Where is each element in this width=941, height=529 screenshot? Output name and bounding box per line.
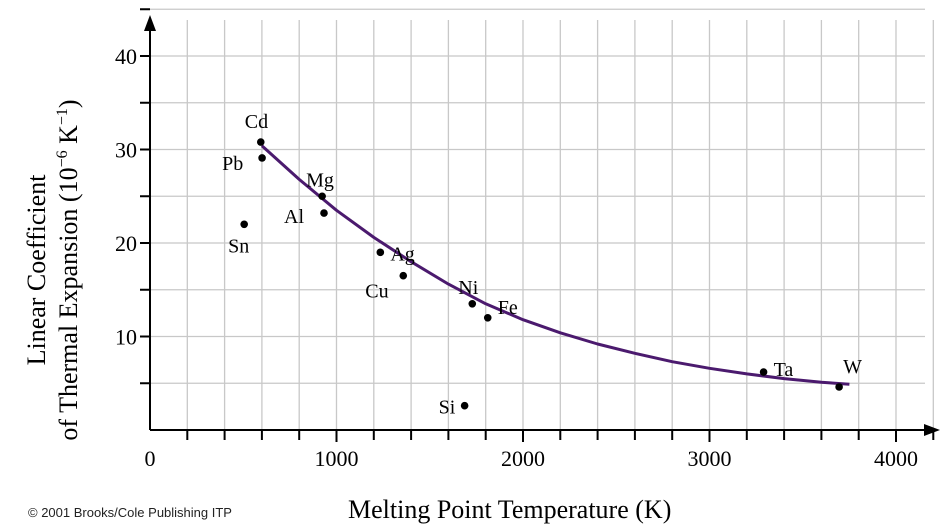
y-tick-label: 40: [115, 44, 137, 69]
data-point-si: [460, 401, 469, 410]
data-point-mg: [318, 192, 326, 201]
y-tick-label: 10: [115, 325, 137, 350]
point-label-fe: Fe: [498, 297, 518, 319]
y-axis-title-text: of Thermal Expansion (10: [54, 167, 83, 440]
x-tick-label: 1000: [315, 446, 359, 471]
point-label-pb: Pb: [222, 153, 243, 175]
data-point-pb: [258, 154, 266, 162]
y-axis-title-unit: K: [54, 125, 83, 151]
x-tick-label: 2000: [501, 446, 545, 471]
point-label-w: W: [843, 356, 862, 378]
data-point-ta: [759, 368, 768, 376]
x-axis-arrow: [924, 424, 940, 436]
x-tick-label: 4000: [874, 446, 918, 471]
point-label-sn: Sn: [228, 235, 249, 257]
y-axis-title: Linear Coefficient of Thermal Expansion …: [22, 99, 83, 440]
y-axis-title-unit-exp: −1: [54, 108, 71, 125]
data-point-w: [835, 383, 843, 391]
point-label-cd: Cd: [245, 111, 268, 133]
x-tick-label: 0: [145, 446, 156, 471]
trend-curve-group: [260, 144, 850, 386]
point-label-cu: Cu: [365, 281, 388, 303]
ticks: 0 1000 2000 3000 4000 10 20 30 40: [115, 8, 935, 471]
data-point-sn: [240, 220, 248, 229]
data-point-ag: [376, 248, 385, 257]
y-axis-title-exp: −6: [54, 150, 71, 167]
data-point-ni: [468, 299, 477, 308]
x-axis-title: Melting Point Temperature (K): [348, 495, 672, 524]
point-label-ta: Ta: [774, 359, 794, 381]
x-tick-label: 3000: [688, 446, 732, 471]
point-label-si: Si: [439, 397, 456, 419]
point-label-ni: Ni: [458, 277, 478, 299]
y-axis-title-line2: of Thermal Expansion (10−6 K−1): [54, 99, 83, 440]
data-point-cd: [256, 138, 265, 146]
data-point-al: [320, 209, 328, 217]
trend-curve: [260, 144, 850, 386]
y-tick-label: 20: [115, 231, 137, 256]
grid: [150, 8, 934, 430]
copyright-notice: © 2001 Brooks/Cole Publishing ITP: [28, 505, 232, 520]
point-label-mg: Mg: [306, 169, 334, 191]
y-axis-title-line1: Linear Coefficient: [22, 174, 51, 366]
point-label-al: Al: [284, 206, 304, 228]
y-axis-title-close: ): [54, 99, 83, 108]
y-tick-label: 30: [115, 138, 137, 163]
data-point-fe: [483, 314, 492, 322]
data-point-cu: [399, 271, 408, 280]
axes: [144, 15, 940, 436]
point-label-ag: Ag: [390, 243, 414, 265]
y-axis-arrow: [144, 15, 156, 31]
